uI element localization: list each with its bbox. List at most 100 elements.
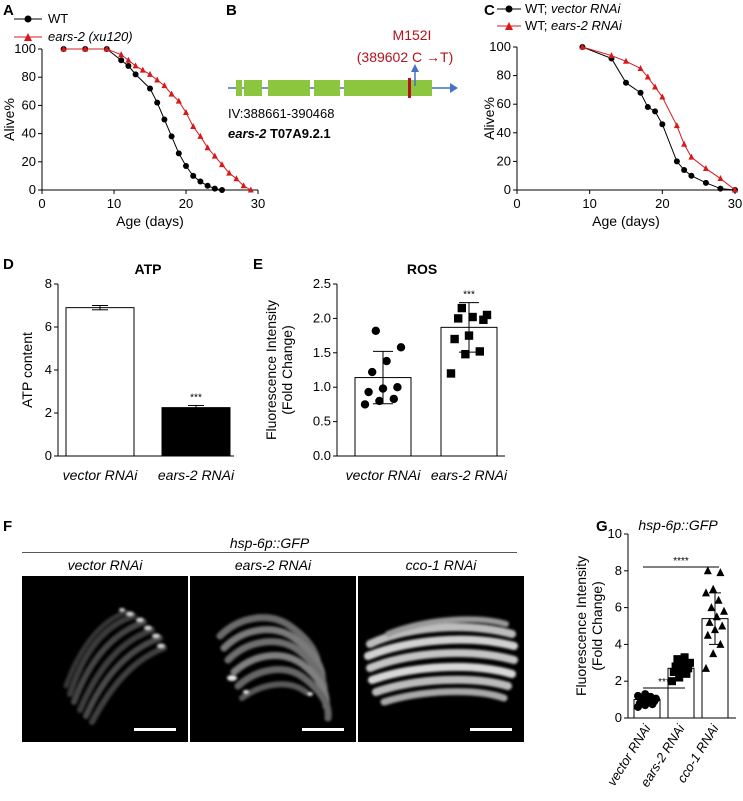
panel-a-legend: WT ears-2 (xu120)	[12, 10, 133, 46]
data-point	[482, 310, 492, 320]
data-point	[475, 347, 484, 356]
y-tick-label: 6	[615, 600, 622, 615]
x-axis-label: Age (days)	[116, 213, 184, 229]
series-line-1	[63, 48, 252, 191]
panel-a-chart: 0 10 20 30 0 20 40 60 80 100 Age (days) Alive%	[1, 41, 265, 229]
data-point	[190, 172, 197, 179]
comparison-label: ****	[673, 556, 689, 567]
y-axis-label: Alive%	[1, 98, 17, 141]
data-point	[132, 62, 139, 69]
data-point	[368, 367, 377, 377]
data-point	[247, 186, 254, 193]
data-point	[175, 97, 182, 104]
data-point	[677, 666, 685, 675]
data-point	[364, 387, 373, 397]
bar-1	[161, 407, 231, 457]
data-point	[634, 691, 642, 700]
data-point	[183, 163, 189, 170]
data-point	[717, 185, 724, 192]
panel-g-label: G	[596, 518, 608, 535]
panel-d-label: D	[3, 256, 14, 273]
svg-text:ears-2 T07A9.2.1: ears-2 T07A9.2.1	[228, 126, 331, 141]
y-tick-label: 4	[615, 636, 622, 651]
data-point	[669, 668, 678, 676]
mutation-site	[408, 78, 411, 98]
micrograph-ears2-rnai	[190, 576, 356, 742]
panel-e-chart: 0.0 0.5 1.0 1.5 2.0 2.5 ROS Fluorescence Intens…	[263, 261, 508, 483]
data-point	[393, 383, 402, 392]
data-point	[703, 566, 712, 575]
data-point	[709, 649, 718, 658]
data-point	[732, 186, 738, 193]
data-point	[579, 43, 586, 50]
data-point	[702, 165, 709, 172]
data-point	[168, 90, 175, 97]
data-point	[720, 606, 728, 615]
x-tick-label: 0	[38, 196, 45, 211]
gene-coords: IV:388661-390468	[228, 106, 335, 121]
data-point	[450, 334, 459, 344]
chart-title: ROS	[407, 261, 437, 277]
data-point	[623, 57, 629, 64]
x-category-label: vector RNAi	[346, 467, 422, 483]
exon-2	[244, 80, 262, 96]
x-tick-label: 30	[728, 196, 742, 211]
micrograph-vector-rnai	[22, 576, 188, 742]
data-point	[457, 303, 466, 313]
data-point	[623, 79, 629, 86]
data-point	[454, 314, 463, 323]
legend-item-ears2: ears-2 (xu120)	[12, 28, 133, 46]
chart-title: hsp-6p::GFP	[638, 517, 718, 533]
y-tick-label: 0.5	[313, 414, 331, 429]
y-tick-label: 8	[45, 276, 52, 291]
data-point	[668, 677, 676, 686]
y-tick-label: 80	[497, 68, 511, 83]
y-tick-label: 6	[45, 319, 52, 334]
x-tick-label: 10	[107, 196, 121, 211]
data-point	[375, 396, 384, 406]
data-point	[139, 66, 146, 73]
panel-b-label: B	[226, 2, 237, 19]
construct-label: hsp-6p::GFP	[229, 535, 310, 551]
data-point	[219, 161, 225, 168]
data-point	[360, 400, 370, 409]
data-point	[168, 133, 175, 140]
legend-item-wt: WT	[12, 10, 133, 28]
y-tick-label: 1.5	[313, 345, 331, 360]
data-point	[688, 172, 695, 179]
construct-underline	[22, 552, 517, 553]
data-point	[371, 326, 380, 335]
data-point	[673, 122, 680, 129]
data-point	[678, 660, 687, 669]
data-point	[103, 45, 110, 52]
panel-d-chart: 0 2 4 6 8 ATP ATP content vector RNAi *** ears-2 …	[19, 261, 235, 483]
y-tick-label: 0.0	[313, 448, 331, 463]
data-point	[219, 187, 225, 193]
series-line-0	[582, 46, 736, 191]
y-tick-label: 0	[615, 710, 622, 725]
data-point	[175, 150, 182, 157]
data-point	[702, 588, 710, 597]
scale-bar-cco1	[470, 728, 512, 731]
data-point	[652, 108, 659, 115]
significance-label: ***	[463, 290, 475, 301]
gene-diagram: M152I (389602 C →T) IV:388661-390468 ear…	[228, 27, 458, 141]
data-point	[118, 51, 125, 58]
legend-ears2-text: ears-2 (xu120)	[48, 29, 133, 44]
legend-item-ears2-rnai: WT; ears-2 RNAi	[495, 17, 622, 34]
y-tick-label: 60	[22, 97, 36, 112]
y-axis-label: Fluorescence Intensity	[263, 300, 279, 440]
data-point	[671, 662, 680, 671]
data-point	[673, 158, 680, 165]
data-point	[190, 123, 197, 130]
data-point	[396, 343, 406, 352]
data-point	[197, 178, 204, 185]
data-point	[446, 369, 456, 378]
data-point	[637, 89, 644, 96]
data-point	[233, 175, 240, 182]
significance-label: ***	[190, 392, 202, 403]
data-point	[709, 584, 718, 593]
scale-bar-vector	[134, 728, 176, 731]
data-point	[675, 673, 684, 682]
